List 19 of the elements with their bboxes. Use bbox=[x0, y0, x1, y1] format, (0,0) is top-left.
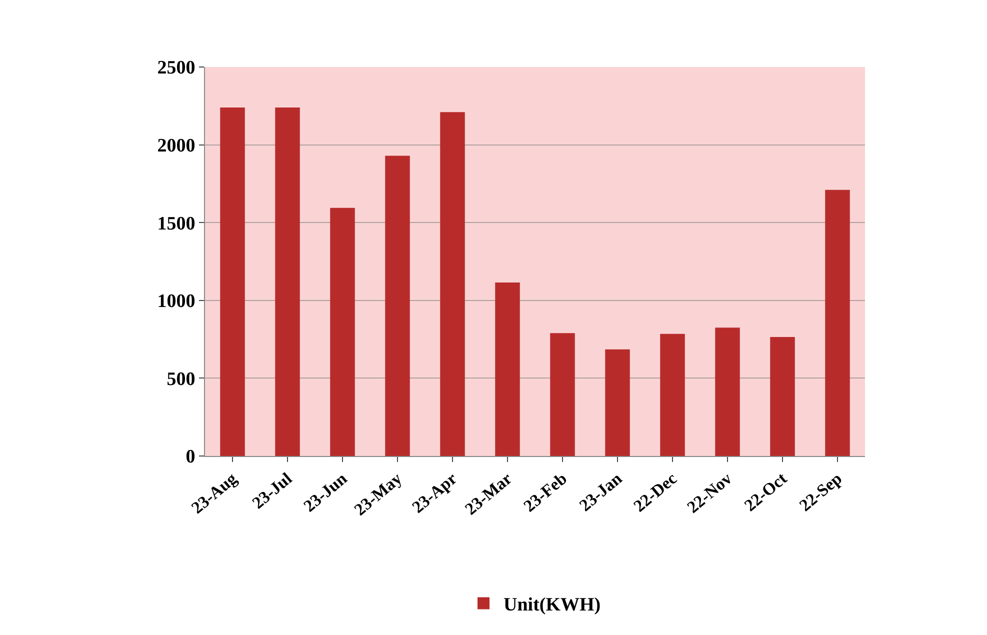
y-tick-label: 0 bbox=[186, 446, 196, 468]
bar bbox=[330, 208, 355, 456]
bar bbox=[440, 112, 465, 456]
bar bbox=[495, 282, 520, 456]
bar bbox=[385, 156, 410, 456]
bar bbox=[220, 107, 245, 456]
y-tick-label: 2500 bbox=[157, 58, 196, 79]
legend-label: Unit(KWH) bbox=[504, 594, 601, 616]
y-tick-label: 2000 bbox=[157, 135, 196, 156]
bar bbox=[770, 336, 795, 456]
y-tick-label: 1000 bbox=[157, 291, 196, 312]
bar bbox=[605, 349, 630, 456]
bar bbox=[275, 107, 300, 456]
bar bbox=[825, 190, 850, 456]
y-tick-label: 1500 bbox=[157, 213, 196, 234]
bar bbox=[715, 328, 740, 456]
bar bbox=[660, 334, 685, 456]
bar bbox=[550, 333, 575, 456]
y-tick-label: 500 bbox=[166, 368, 196, 390]
